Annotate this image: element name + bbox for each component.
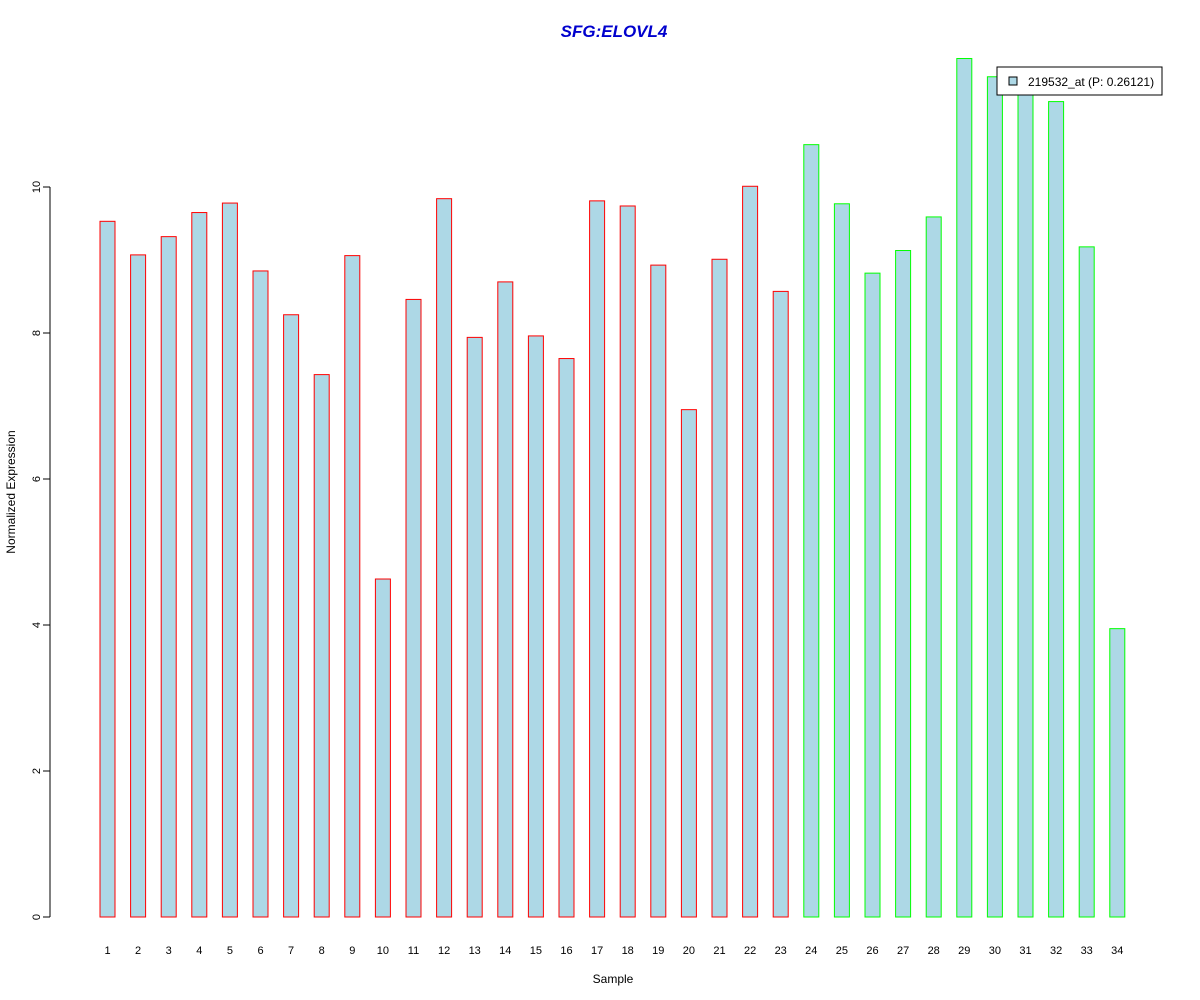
x-tick-label: 34 — [1111, 945, 1123, 957]
legend-box — [996, 66, 1163, 96]
bar — [711, 258, 728, 918]
y-tick-label: 10 — [31, 181, 43, 193]
x-tick-label: 13 — [469, 945, 481, 957]
x-tick-label: 28 — [928, 945, 940, 957]
x-tick-label: 29 — [958, 945, 970, 957]
bar — [589, 200, 606, 918]
bar — [313, 374, 330, 918]
x-tick-label: 21 — [713, 945, 725, 957]
bar — [833, 203, 850, 918]
bar — [283, 314, 300, 918]
bar — [558, 358, 575, 918]
bar — [405, 298, 422, 918]
bar — [160, 236, 177, 918]
bar — [803, 144, 820, 918]
bar — [527, 335, 544, 918]
x-tick-label: 19 — [652, 945, 664, 957]
x-tick-label: 14 — [499, 945, 511, 957]
bar — [772, 290, 789, 918]
x-tick-label: 27 — [897, 945, 909, 957]
bar — [252, 270, 269, 918]
bar — [344, 255, 361, 918]
legend-label: 219532_at (P: 0.26121) — [1028, 75, 1154, 89]
bar — [1078, 246, 1095, 918]
x-tick-label: 8 — [319, 945, 325, 957]
bar — [680, 409, 697, 918]
x-tick-label: 4 — [196, 945, 202, 957]
x-tick-label: 11 — [408, 945, 419, 957]
bar — [466, 336, 483, 918]
bar — [130, 254, 147, 918]
legend: 219532_at (P: 0.26121) — [996, 66, 1163, 96]
x-tick-label: 26 — [866, 945, 878, 957]
chart-title: SFG:ELOVL4 — [561, 22, 668, 41]
bar — [374, 578, 391, 918]
x-tick-label: 24 — [805, 945, 817, 957]
y-tick-label: 6 — [31, 476, 43, 482]
y-tick-label: 2 — [31, 768, 43, 774]
bar — [191, 212, 208, 918]
x-tick-label: 2 — [135, 945, 141, 957]
y-tick-label: 4 — [31, 622, 43, 628]
x-tick-label: 10 — [377, 945, 389, 957]
y-tick-label: 8 — [31, 330, 43, 336]
bar — [864, 272, 881, 918]
x-tick-label: 31 — [1019, 945, 1031, 957]
x-tick-label: 22 — [744, 945, 756, 957]
x-tick-label: 6 — [257, 945, 263, 957]
legend-swatch — [1008, 76, 1018, 86]
bar — [497, 281, 514, 918]
x-tick-label: 18 — [622, 945, 634, 957]
y-axis-label: Normalized Expression — [4, 430, 18, 553]
bar — [986, 76, 1003, 918]
x-tick-label: 32 — [1050, 945, 1062, 957]
x-tick-label: 7 — [288, 945, 294, 957]
x-tick-label: 30 — [989, 945, 1001, 957]
x-tick-label: 1 — [104, 945, 110, 957]
x-tick-label: 17 — [591, 945, 603, 957]
y-axis: 0 2 4 6 8 10 — [31, 181, 51, 920]
y-tick-label: 0 — [31, 914, 43, 920]
x-axis: 1 2 3 4 5 6 7 8 9 10 11 12 13 14 15 16 17 18 19 20 21 22 23 24 2… — [104, 945, 1123, 957]
x-tick-label: 23 — [775, 945, 787, 957]
x-tick-label: 12 — [438, 945, 450, 957]
bar — [99, 220, 116, 918]
bar — [895, 250, 912, 918]
x-tick-label: 16 — [560, 945, 572, 957]
bar — [650, 264, 667, 918]
x-tick-label: 15 — [530, 945, 542, 957]
bar — [742, 185, 759, 918]
bar — [436, 198, 453, 918]
bars — [99, 58, 1126, 918]
x-tick-label: 5 — [227, 945, 233, 957]
bar — [956, 58, 973, 918]
x-tick-label: 25 — [836, 945, 848, 957]
x-axis-label: Sample — [593, 972, 634, 986]
x-tick-label: 33 — [1081, 945, 1093, 957]
bar — [619, 205, 636, 918]
x-tick-label: 9 — [349, 945, 355, 957]
x-tick-label: 3 — [166, 945, 172, 957]
bar — [1109, 628, 1126, 918]
bar — [221, 202, 238, 918]
bar — [1048, 101, 1065, 918]
bar — [925, 216, 942, 918]
bar — [1017, 91, 1034, 918]
x-tick-label: 20 — [683, 945, 695, 957]
